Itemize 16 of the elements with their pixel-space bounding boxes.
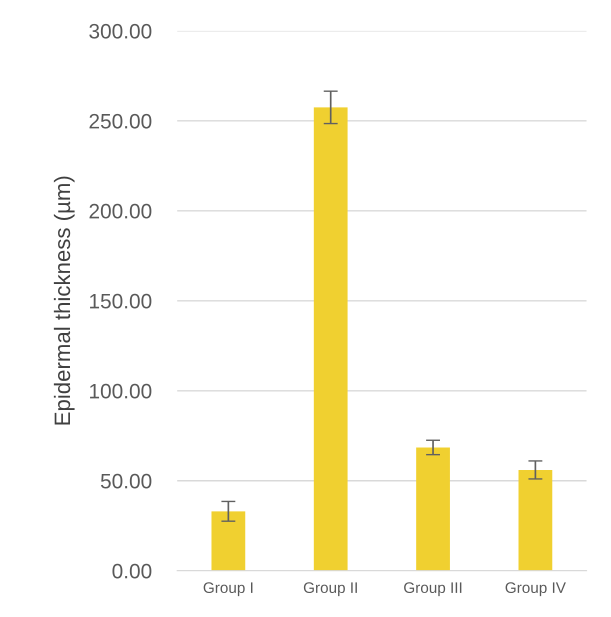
y-tick-label: 300.00 — [89, 24, 152, 39]
x-tick-label: Group III — [404, 582, 462, 596]
y-tick-label: 150.00 — [90, 294, 152, 309]
bar — [416, 447, 450, 571]
bar — [211, 511, 246, 571]
x-tick-label: Group IV — [506, 582, 566, 596]
y-tick-label: 50.00 — [100, 474, 152, 488]
x-tick-label: Group I — [204, 582, 252, 596]
y-tick-label: 200.00 — [90, 204, 152, 219]
y-tick-label: 100.00 — [90, 384, 152, 399]
x-tick-label: Group II — [304, 582, 357, 596]
y-axis-title: Epidermal thickness (µm) — [54, 176, 75, 425]
y-tick-label: 250.00 — [90, 114, 152, 129]
y-tick-label: 0.00 — [112, 564, 152, 578]
bar — [314, 107, 348, 571]
bar — [518, 470, 552, 571]
